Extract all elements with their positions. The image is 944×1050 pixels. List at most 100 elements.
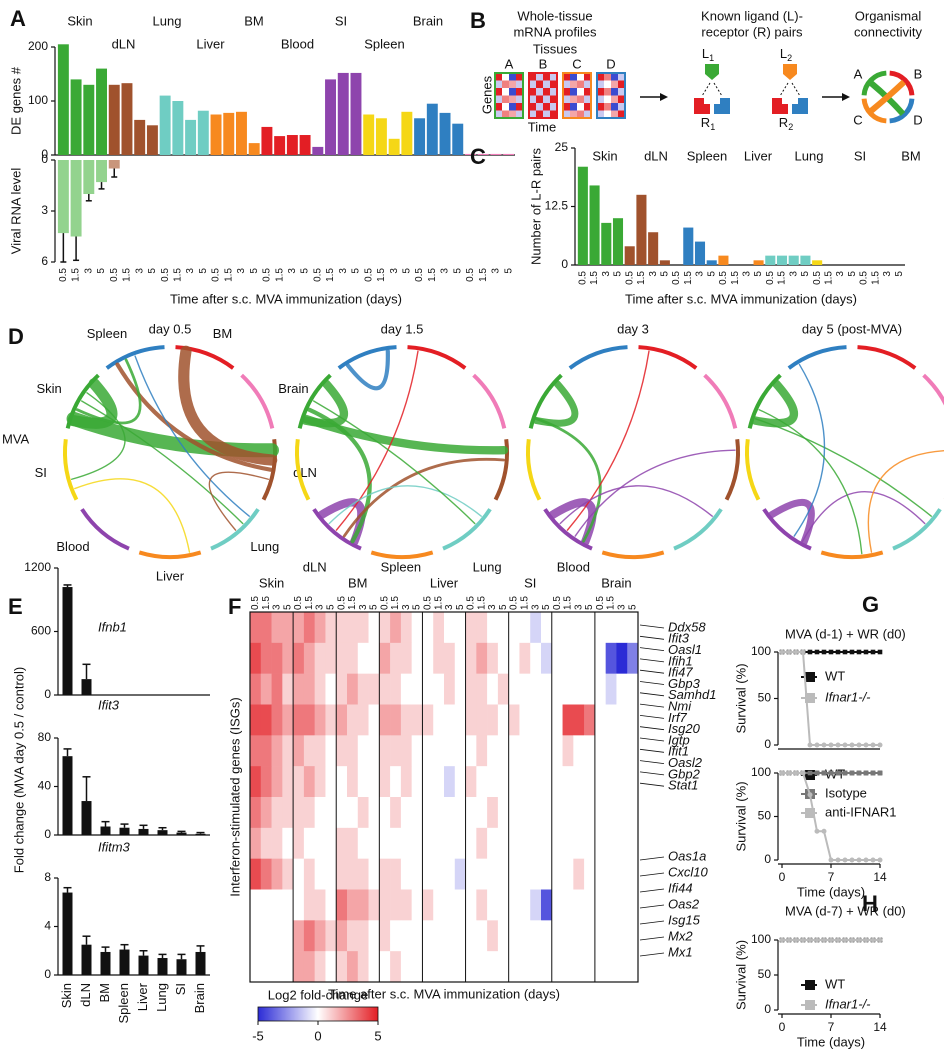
schematic-cell [536,80,543,88]
legend-label: Skin [67,13,92,28]
bar [274,136,286,155]
heatmap-cell [594,735,606,767]
heatmap-cell [541,735,553,767]
bar [465,153,476,155]
schematic-frame [494,72,524,119]
schematic-cell [529,73,536,81]
legend-label: Ifnar1-/- [825,689,871,704]
heatmap-cell [530,951,542,983]
x-tick-label: Brain [192,983,207,1013]
legend-label: WT [825,976,845,991]
heatmap-cell [508,642,520,674]
column-label: BM [348,575,368,590]
heatmap-cell [497,920,509,952]
x-tick-label: 5 [147,268,158,274]
marker [821,937,827,943]
schematic-cell [577,95,584,103]
x-tick-label: SI [173,983,188,995]
time-label: 3 [487,604,498,610]
heatmap-cell [551,673,563,705]
heatmap-cell [282,612,294,644]
schematic-title: Known ligand (L)- [701,8,803,23]
heatmap-cell [487,920,499,952]
schematic-cell [516,110,523,118]
schematic-cell [543,95,550,103]
heatmap-cell [627,704,639,736]
marker [842,857,848,863]
heatmap-cell [476,612,488,644]
time-label: 0.5 [293,596,304,610]
heatmap-cell [541,827,553,859]
receptor-letter: R [701,115,710,130]
time-label: 1.5 [476,596,487,610]
heatmap-cell [271,766,283,798]
tissue-arc [638,345,698,370]
bar [683,227,694,265]
x-tick-label: 0.5 [312,268,323,282]
x-tick-label: 5 [753,271,764,277]
heatmap-cell [347,673,359,705]
y-axis-label: Fold change (MVA day 0.5 / control) [11,667,26,873]
heatmap-cell [616,735,628,767]
bar [694,241,706,265]
schematic-cell [604,88,611,96]
marker [800,770,806,776]
schematic-label: Tissues [533,41,578,56]
heatmap-cell [411,889,423,921]
marker [793,937,799,943]
heatmap-cell [325,920,337,952]
ligand [783,64,797,80]
y-tick-label: 25 [555,140,569,154]
heatmap-cell [605,612,617,644]
legend-label: Liver [744,148,773,163]
marker [856,649,862,655]
panel-letter: D [8,324,24,349]
y-tick-label: 40 [38,779,52,793]
heatmap-cell [368,766,380,798]
schematic-cell [502,95,509,103]
schematic-cell [611,88,618,96]
heatmap-cell [444,920,456,952]
heatmap-cell [400,766,412,798]
time-label: 1.5 [261,596,272,610]
heatmap-cell [562,797,574,829]
marker [786,770,792,776]
bar [261,126,273,155]
y-tick-label: 1200 [24,560,51,574]
heatmap-cell [594,827,606,859]
y-axis-label: Interferon-stimulated genes (ISGs) [227,697,242,896]
time-label: 1.5 [606,596,617,610]
heatmap-cell [271,920,283,952]
leader-line [639,771,665,776]
heatmap-cell [260,827,272,859]
heatmap-cell [250,858,262,890]
heatmap-cell [411,735,423,767]
tissue-arc [210,508,260,551]
heatmap-cell [573,704,585,736]
heatmap-cell [325,889,337,921]
chord-link [134,355,250,517]
heatmap-cell [541,951,553,983]
x-tick-label: 3 [882,271,893,277]
heatmap-cell [314,766,326,798]
schematic-cell [516,73,523,81]
x-tick-label: 0.5 [577,271,588,285]
marker [870,649,876,655]
heatmap-cell [390,889,402,921]
colorbar [257,1006,379,1022]
time-label: 3 [315,604,326,610]
heatmap-cell [562,704,574,736]
chord-link [342,457,506,538]
x-tick-label: 3 [741,271,752,277]
chart-title: MVA (d-7) + WR (d0) [785,903,906,918]
heatmap-cell [594,673,606,705]
heatmap-cell [476,704,488,736]
colorbar-label: Log2 fold-change [268,987,368,1002]
x-tick-label: 1.5 [274,268,285,282]
heatmap-cell [616,797,628,829]
heatmap-cell [519,766,531,798]
bar [718,255,729,265]
bar [800,255,811,265]
heatmap-cell [303,735,315,767]
schematic-cell [550,110,557,118]
